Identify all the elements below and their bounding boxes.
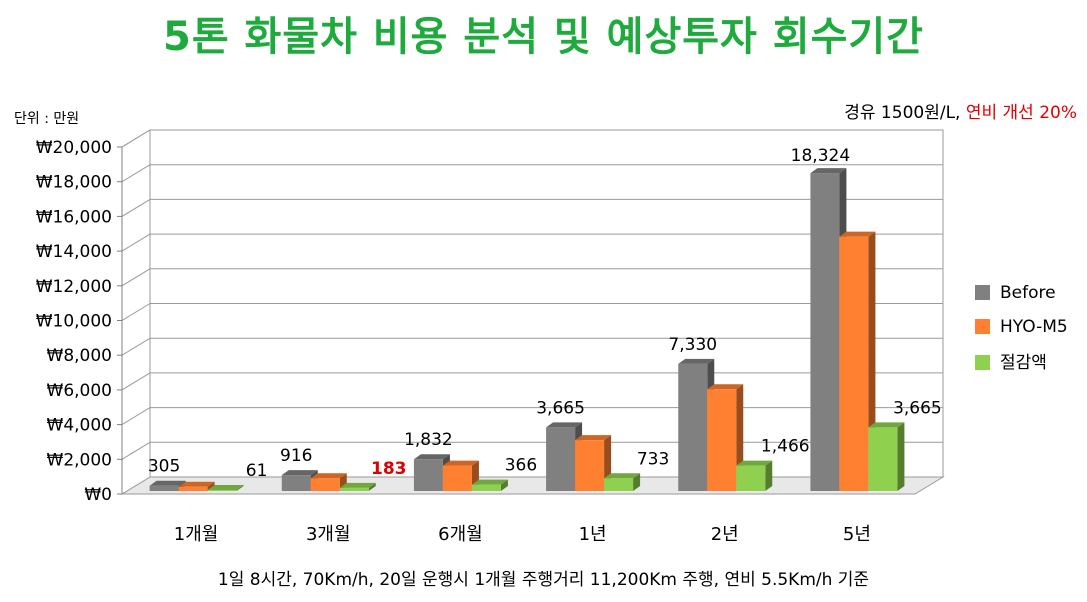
bar-HYO-M5 — [575, 440, 605, 491]
bar-Before — [413, 459, 443, 491]
bar-HYO-M5 — [310, 478, 340, 491]
x-tick-label: 3개월 — [306, 524, 351, 545]
x-tick-label: 5년 — [843, 524, 871, 545]
bar-top-HYO-M5 — [839, 231, 876, 237]
bar-절감액 — [207, 489, 237, 491]
bar-top-절감액 — [471, 479, 508, 485]
bar-side-절감액 — [500, 479, 508, 491]
data-label: 1,466 — [761, 437, 810, 457]
bar-Before — [546, 427, 576, 491]
gridline-side — [121, 441, 151, 460]
data-label: 366 — [505, 456, 537, 476]
bar-Before — [149, 485, 179, 491]
y-tick-label: ₩10,000 — [36, 312, 112, 332]
y-tick-label: ₩8,000 — [47, 346, 112, 366]
bar-top-절감액 — [207, 484, 244, 490]
x-tick-label: 6개월 — [438, 524, 483, 545]
legend-swatch-절감액 — [975, 355, 990, 370]
bar-Before — [281, 475, 311, 491]
data-label: 7,330 — [668, 335, 717, 355]
efficiency-improvement: 연비 개선 20% — [965, 103, 1077, 123]
data-label: 916 — [280, 446, 312, 466]
bar-side-절감액 — [765, 460, 773, 491]
data-label: 183 — [371, 459, 407, 479]
bar-top-HYO-M5 — [575, 435, 612, 441]
bar-top-Before — [413, 454, 450, 460]
gridline-side — [121, 164, 151, 183]
bar-side-절감액 — [897, 422, 905, 491]
bar-top-절감액 — [604, 473, 641, 479]
data-label: 18,324 — [791, 146, 850, 166]
bar-top-Before — [678, 358, 715, 364]
y-tick-label: ₩2,000 — [47, 450, 112, 470]
bar-Before — [678, 363, 708, 491]
bar-top-HYO-M5 — [707, 384, 744, 390]
legend-label: HYO-M5 — [1000, 317, 1068, 337]
data-label: 733 — [637, 449, 669, 469]
data-label: 305 — [148, 457, 180, 477]
gridline-side — [121, 129, 151, 148]
data-label: 3,665 — [536, 398, 585, 418]
data-label: 61 — [246, 461, 268, 481]
y-tick-label: ₩12,000 — [36, 277, 112, 297]
bar-top-Before — [149, 480, 186, 486]
unit-label: 단위 : 만원 — [14, 111, 80, 127]
bar-HYO-M5 — [839, 236, 869, 491]
gridline-side — [121, 303, 151, 321]
bar-top-절감액 — [736, 460, 773, 466]
gridline-side — [121, 198, 151, 217]
bar-HYO-M5 — [707, 389, 737, 491]
bar-top-Before — [546, 422, 583, 428]
bar-HYO-M5 — [442, 465, 472, 491]
bar-절감액 — [736, 465, 766, 491]
legend-label: 절감액 — [1000, 353, 1047, 373]
y-tick-label: ₩0 — [84, 485, 112, 505]
bar-절감액 — [471, 484, 501, 491]
condition-note: 경유 1500원/L, 연비 개선 20% — [844, 98, 1077, 123]
bar-top-절감액 — [339, 482, 376, 488]
page-title: 5톤 화물차 비용 분석 및 예상투자 회수기간 — [163, 14, 924, 60]
legend-swatch-Before — [975, 285, 990, 300]
y-tick-label: ₩4,000 — [47, 416, 112, 436]
bar-top-HYO-M5 — [178, 481, 215, 487]
x-tick-label: 1년 — [579, 524, 607, 545]
gridline-side — [121, 372, 151, 391]
bar-top-Before — [810, 168, 847, 174]
bar-절감액 — [868, 427, 898, 491]
y-tick-label: ₩16,000 — [36, 207, 112, 227]
bar-Before — [810, 173, 840, 491]
data-label: 1,832 — [404, 430, 453, 450]
bar-top-HYO-M5 — [310, 473, 347, 479]
legend-swatch-HYO-M5 — [975, 319, 990, 334]
footnote: 1일 8시간, 70Km/h, 20일 운행시 1개월 주행거리 11,200K… — [217, 570, 870, 590]
gridline-side — [121, 337, 151, 356]
y-tick-label: ₩20,000 — [36, 138, 112, 158]
legend-label: Before — [1000, 283, 1056, 303]
bar-HYO-M5 — [178, 486, 208, 491]
data-label: 3,665 — [893, 398, 942, 418]
fuel-condition: 경유 1500원/L, — [844, 103, 966, 123]
x-tick-label: 1개월 — [174, 524, 219, 545]
bar-side-절감액 — [236, 484, 244, 491]
gridline-side — [121, 233, 151, 252]
bar-top-HYO-M5 — [442, 460, 479, 466]
y-tick-label: ₩6,000 — [47, 381, 112, 401]
bar-top-절감액 — [868, 422, 905, 428]
bar-side-절감액 — [368, 482, 376, 491]
x-tick-label: 2년 — [711, 524, 739, 545]
y-tick-label: ₩18,000 — [36, 173, 112, 193]
bar-절감액 — [604, 478, 634, 491]
y-tick-label: ₩14,000 — [36, 242, 112, 262]
bar-top-Before — [281, 470, 318, 476]
gridline-side — [121, 407, 151, 426]
gridline-side — [121, 268, 151, 287]
bar-side-절감액 — [633, 473, 641, 491]
bar-절감액 — [339, 487, 369, 491]
